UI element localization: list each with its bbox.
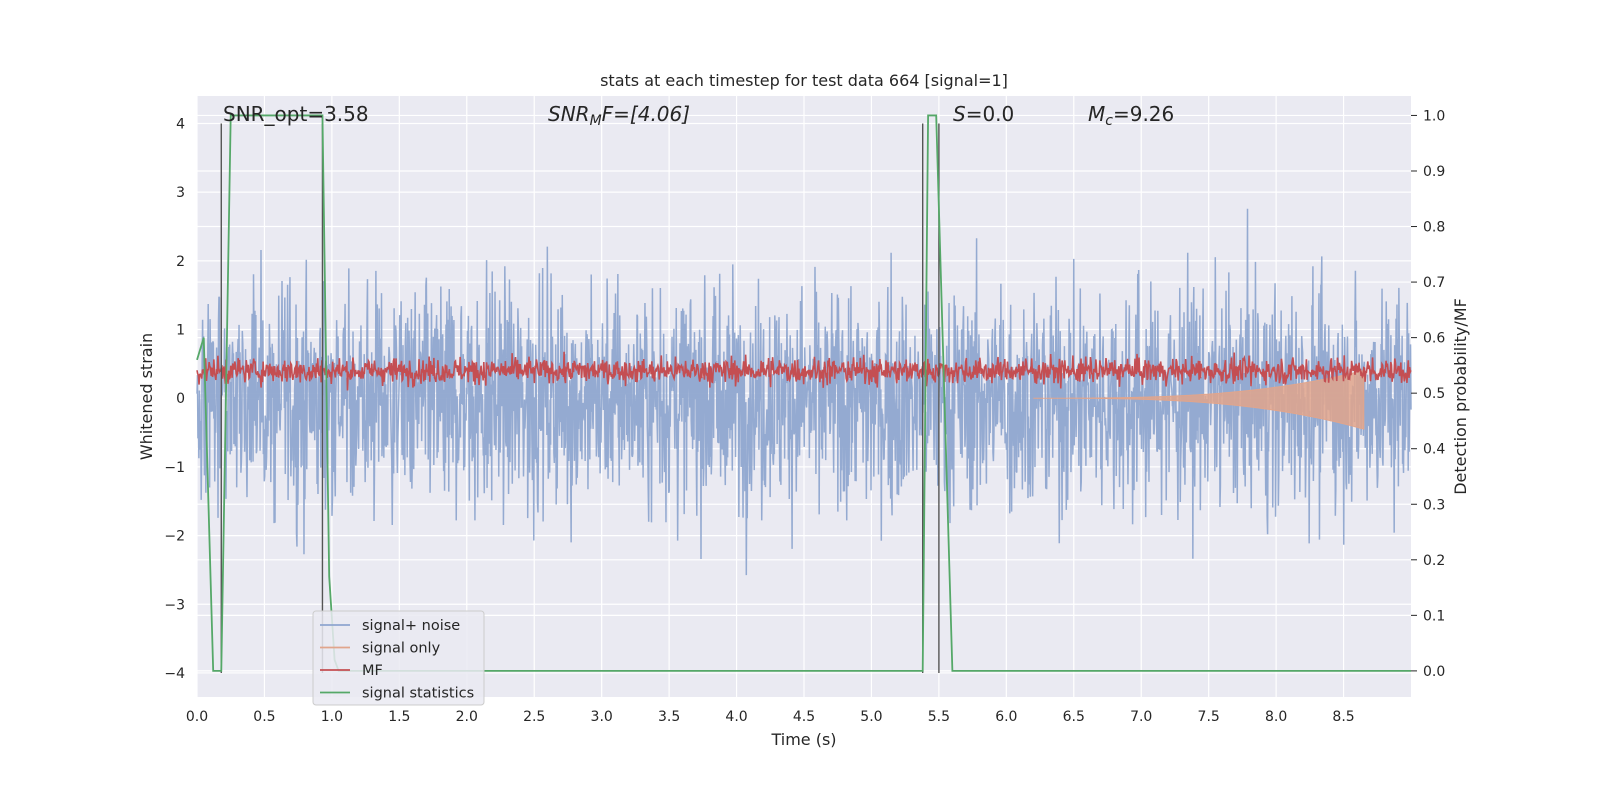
series-signal-only-envelope: [1033, 369, 1365, 430]
annotation-mc: Mc=9.26: [1088, 102, 1174, 129]
y-axis-label: Whitened strain: [137, 333, 156, 460]
annotation-mc-value: =9.26: [1113, 102, 1174, 126]
x-axis: 0.0 0.5 1.0 1.5 2.0 2.5 3.0 3.5 4.0 4.5 5.0 5.5 6.0 6…: [186, 709, 1355, 725]
legend-label-signal-statistics: signal statistics: [362, 686, 474, 702]
y-right-tick-label: 0.3: [1423, 497, 1445, 513]
y-axis-right: 1.0 0.9 0.8 0.7 0.6 0.5 0.4 0.3 0.2 0.1 0.0: [1411, 108, 1445, 680]
x-tick-label: 6.0: [995, 709, 1017, 725]
annotation-s: S=0.0: [953, 102, 1014, 126]
annotation-mc-symbol: M: [1088, 102, 1105, 126]
y-right-tick-label: 0.6: [1423, 331, 1445, 347]
x-tick-label: 6.5: [1063, 709, 1085, 725]
legend-label-mf: MF: [362, 663, 383, 679]
x-tick-label: 4.5: [793, 709, 815, 725]
annotation-mc-subscript: c: [1105, 113, 1113, 129]
y-tick-label: 1: [176, 323, 185, 339]
x-tick-label: 0.5: [253, 709, 275, 725]
annotation-s-value: =0.0: [966, 102, 1015, 126]
y-right-tick-label: 0.7: [1423, 275, 1445, 291]
x-tick-label: 3.5: [658, 709, 680, 725]
y-axis-left: 4 3 2 1 0 −1 −2 −3 −4: [164, 116, 185, 681]
series-mf: [196, 351, 1412, 391]
annotation-snr-mf: SNRMF=[4.06]: [548, 102, 690, 129]
x-tick-label: 4.0: [725, 709, 747, 725]
y-tick-label: 3: [176, 185, 185, 201]
annotation-snr-mf-value: F=[4.06]: [602, 102, 690, 126]
y-tick-label: −3: [164, 597, 185, 613]
y-right-tick-label: 0.8: [1423, 220, 1445, 236]
annotation-snr-opt: SNR_opt=3.58: [223, 102, 369, 126]
y-right-tick-label: 0.1: [1423, 608, 1445, 624]
x-tick-label: 5.0: [860, 709, 882, 725]
annotation-snr-mf-symbol: SNR: [548, 102, 590, 126]
chart-title: stats at each timestep for test data 664…: [600, 71, 1008, 90]
legend-box: [312, 610, 485, 706]
y-tick-label: −1: [164, 460, 185, 476]
y-right-tick-label: 1.0: [1423, 108, 1445, 124]
x-tick-label: 2.5: [523, 709, 545, 725]
legend-label-signal-only: signal only: [362, 641, 441, 657]
x-tick-label: 8.0: [1265, 709, 1287, 725]
y-tick-label: 2: [176, 254, 185, 270]
series-mf-line: [196, 351, 1412, 391]
y-tick-label: 0: [176, 391, 185, 407]
x-tick-label: 7.0: [1130, 709, 1152, 725]
annotation-snr-mf-subscript: M: [590, 113, 602, 129]
x-tick-label: 1.5: [388, 709, 410, 725]
legend: signal+ noise signal only MF signal statist…: [312, 610, 485, 706]
annotation-s-symbol: S: [953, 102, 966, 126]
x-tick-label: 0.0: [186, 709, 208, 725]
y-tick-label: −2: [164, 529, 185, 545]
y-right-tick-label: 0.0: [1423, 664, 1445, 680]
x-tick-label: 3.0: [591, 709, 613, 725]
y-right-tick-label: 0.5: [1423, 386, 1445, 402]
x-tick-label: 1.0: [321, 709, 343, 725]
x-tick-label: 7.5: [1198, 709, 1220, 725]
y-right-tick-label: 0.9: [1423, 164, 1445, 180]
y-axis-right-label: Detection probability/MF: [1451, 298, 1470, 495]
x-tick-label: 5.5: [928, 709, 950, 725]
x-axis-label: Time (s): [770, 730, 836, 749]
series-signal-only: [1033, 369, 1365, 430]
y-right-tick-label: 0.2: [1423, 553, 1445, 569]
y-tick-label: 4: [176, 116, 185, 132]
y-right-tick-label: 0.4: [1423, 442, 1445, 458]
legend-label-signal-noise: signal+ noise: [362, 618, 460, 634]
x-tick-label: 2.0: [456, 709, 478, 725]
y-tick-label: −4: [164, 666, 185, 682]
x-tick-label: 8.5: [1332, 709, 1354, 725]
